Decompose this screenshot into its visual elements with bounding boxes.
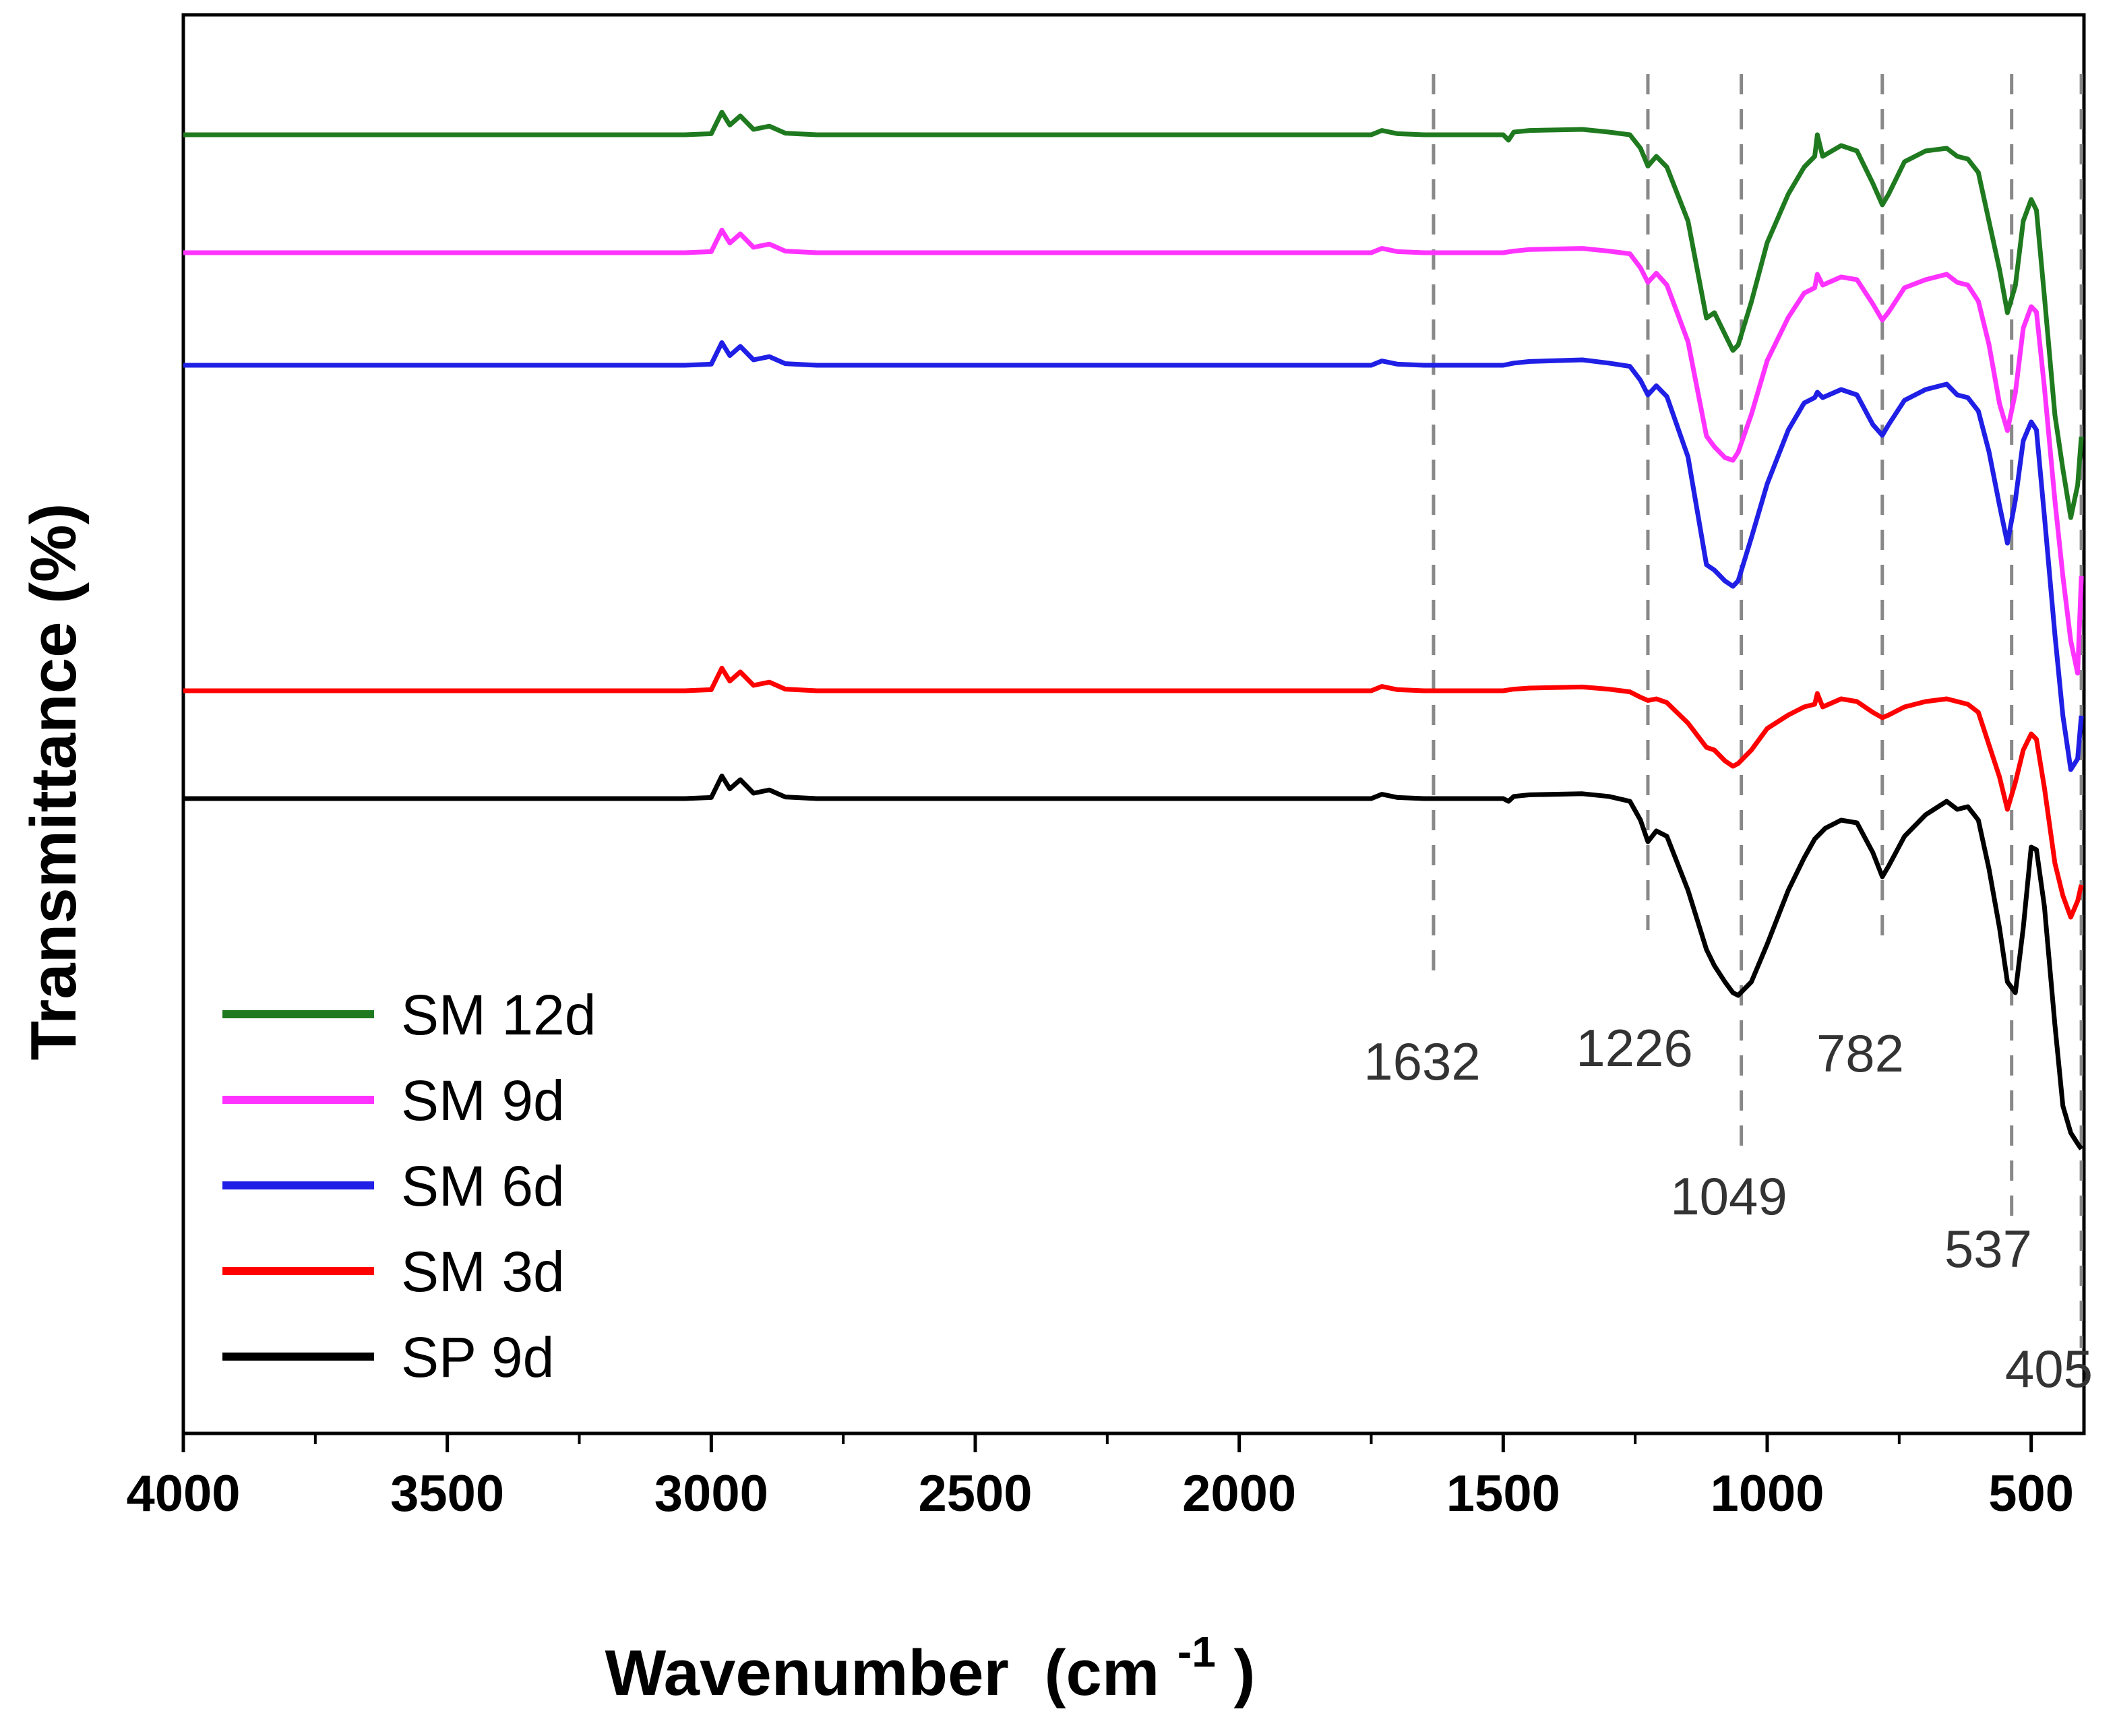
x-tick-label: 1500 [1446, 1465, 1560, 1522]
legend: SM 12d SM 9d SM 6d SM 3d SP 9d [222, 983, 596, 1389]
plot-frame [181, 13, 2086, 1435]
x-tick-label: 4000 [126, 1465, 240, 1522]
x-tick-label: 500 [1988, 1465, 2074, 1522]
series-lines [183, 109, 2084, 1150]
peak-label-1226: 1226 [1576, 1018, 1693, 1078]
x-axis-title-unit: (cm [1044, 1637, 1159, 1709]
peak-label-537: 537 [1944, 1219, 2032, 1278]
x-axis-title-close: ) [1233, 1637, 1255, 1709]
x-tick-label: 3500 [390, 1465, 504, 1522]
x-tick-label: 2000 [1182, 1465, 1296, 1522]
peak-labels: 1632 1226 1049 782 537 405 [1363, 1018, 2093, 1398]
series-line-sm-12d [183, 109, 2084, 520]
series-line-sp-9d [183, 773, 2083, 1150]
legend-label: SM 12d [401, 983, 596, 1047]
x-tick-label: 1000 [1710, 1465, 1824, 1522]
legend-label: SM 6d [401, 1154, 565, 1218]
series-line-sm-6d [183, 340, 2084, 772]
legend-label: SM 9d [401, 1069, 565, 1132]
x-axis-title-exponent: -1 [1177, 1628, 1216, 1676]
legend-label: SM 3d [401, 1240, 565, 1303]
x-axis-ticks: 4000 3500 3000 2500 2000 1500 1000 500 [126, 1433, 2074, 1522]
series-line-sm-3d [183, 665, 2084, 920]
x-tick-label: 3000 [654, 1465, 768, 1522]
reference-lines [1432, 74, 2083, 1348]
legend-label: SP 9d [401, 1326, 554, 1389]
x-tick-label: 2500 [918, 1465, 1032, 1522]
y-axis-title: Transmittance (%) [18, 503, 90, 1061]
x-axis-title: Wavenumber (cm -1 ) [605, 1609, 1256, 1709]
series-line-sm-9d [183, 227, 2084, 676]
peak-label-1632: 1632 [1363, 1032, 1481, 1091]
peak-label-405: 405 [2005, 1339, 2093, 1398]
x-axis-title-main: Wavenumber [605, 1637, 1009, 1709]
peak-label-782: 782 [1816, 1024, 1904, 1083]
peak-label-1049: 1049 [1670, 1167, 1787, 1226]
